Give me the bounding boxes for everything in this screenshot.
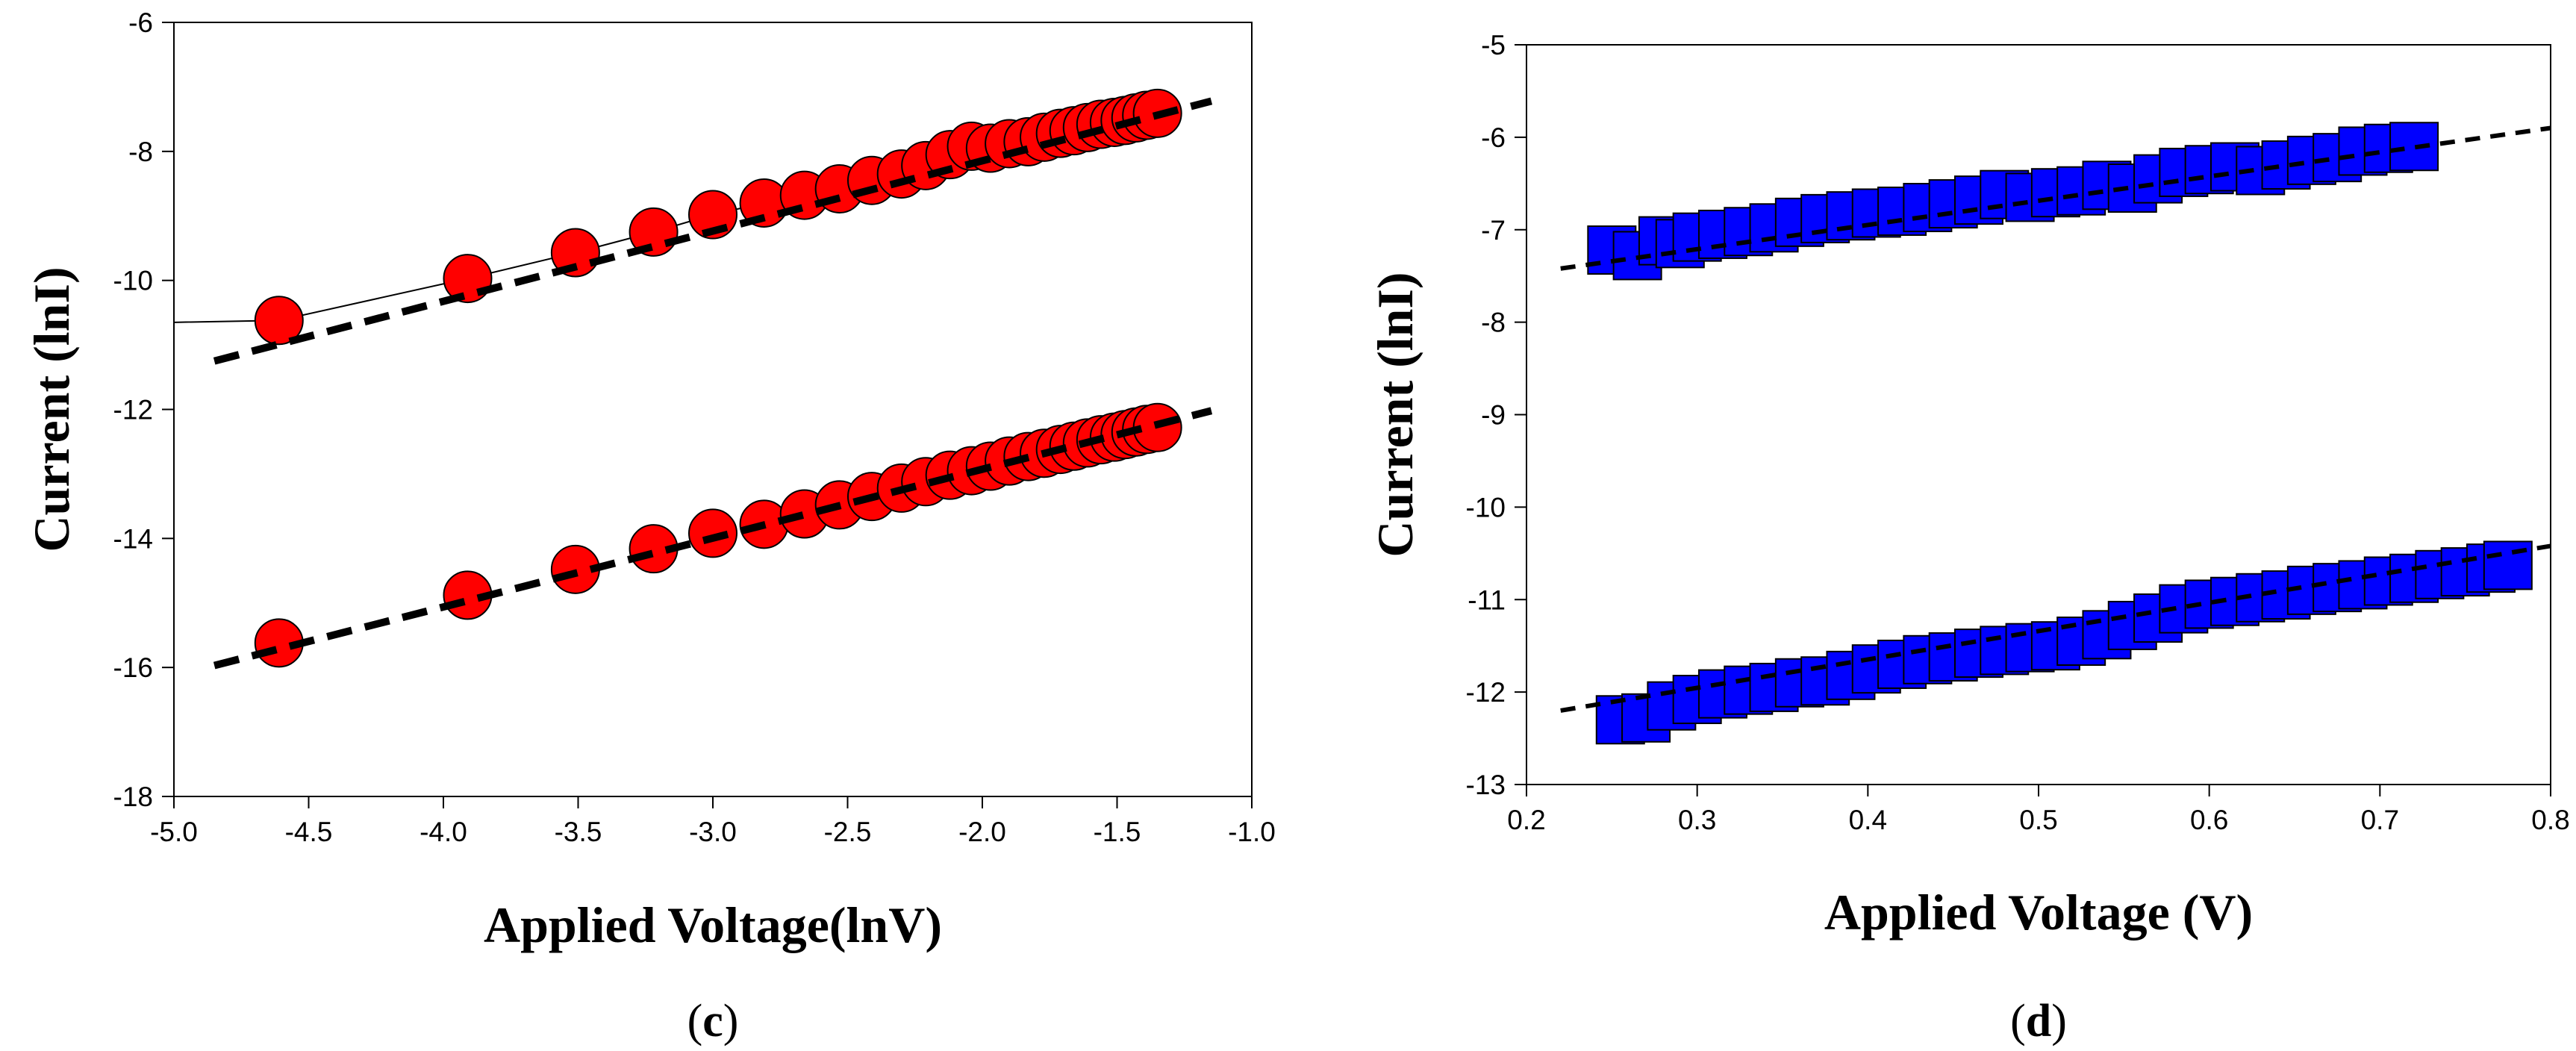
c-upper-data-point (550, 228, 600, 278)
c-y-tick-label: -16 (113, 652, 153, 683)
c-y-axis-title: Current (lnI) (23, 266, 80, 552)
c-x-tick-label: -1.0 (1228, 817, 1276, 847)
d-panel-label: (d) (2010, 996, 2067, 1047)
d-panel-letter: d (2026, 996, 2051, 1047)
panel-d: -13-12-11-10-9-8-7-6-5 0.2 0.3 0.4 0.5 0.6 0.… (1367, 30, 2570, 1047)
c-x-tick-label: -2.0 (958, 817, 1006, 847)
d-x-axis-title: Applied Voltage (V) (1824, 884, 2253, 941)
d-y-tick-label: -5 (1481, 30, 1506, 60)
d-x-tick-label: 0.7 (2361, 805, 2399, 835)
panel-c: -18 -16 -14 -12 -10 -8 -6 -5.0 -4.5 -4.0 -3.5 -3.0… (23, 7, 1276, 1047)
c-y-tick-label: -14 (113, 523, 153, 554)
c-y-tick-label: -6 (128, 7, 153, 38)
d-fit-lines (1560, 125, 2551, 713)
c-panel-open: ( (687, 996, 703, 1047)
c-x-axis: -5.0 -4.5 -4.0 -3.5 -3.0 -2.5 -2.0 -1.5 -1.0 (150, 796, 1276, 847)
c-x-axis-title: Applied Voltage(lnV) (484, 896, 942, 953)
c-y-tick-label: -10 (113, 266, 153, 296)
d-data-markers (1587, 122, 2533, 745)
c-y-tick-label: -18 (113, 782, 153, 812)
d-x-tick-label: 0.5 (2019, 805, 2057, 835)
d-y-tick-label: -13 (1466, 770, 1506, 800)
c-upper-fit-line (213, 97, 1213, 365)
d-x-tick-label: 0.6 (2190, 805, 2228, 835)
d-x-axis: 0.2 0.3 0.4 0.5 0.6 0.7 0.8 (1507, 785, 2570, 835)
c-lower-fit-line (213, 407, 1213, 670)
c-y-axis: -18 -16 -14 -12 -10 -8 -6 (113, 7, 174, 812)
d-x-tick-label: 0.3 (1678, 805, 1716, 835)
d-y-tick-label: -9 (1481, 400, 1506, 431)
d-y-tick-label: -10 (1466, 492, 1506, 523)
c-upper-data-point (443, 254, 493, 304)
d-panel-open: ( (2010, 996, 2026, 1047)
d-y-tick-label: -6 (1481, 122, 1506, 153)
c-x-tick-label: -2.5 (824, 817, 872, 847)
c-panel-label: (c) (687, 996, 739, 1047)
d-y-tick-label: -7 (1481, 215, 1506, 246)
d-x-tick-label: 0.8 (2531, 805, 2569, 835)
d-upper-fit-line (1560, 125, 2551, 271)
d-y-axis: -13 -12 -11 -10 -9 -8 -7 -6 -5 (1466, 30, 1526, 800)
d-y-tick-label: -12 (1466, 677, 1506, 708)
c-upper-data-point (254, 296, 304, 346)
c-y-tick-label: -12 (113, 395, 153, 425)
c-x-tick-label: -1.5 (1094, 817, 1141, 847)
d-y-tick-label: -11 (1468, 584, 1506, 615)
c-x-tick-label: -3.5 (555, 817, 602, 847)
c-y-tick-label: -8 (128, 137, 153, 167)
c-lower-data-point (688, 508, 737, 558)
c-x-tick-label: -4.0 (420, 817, 467, 847)
d-y-axis-title: Current (lnI) (1367, 272, 1423, 557)
c-panel-close: ) (723, 996, 739, 1047)
c-x-tick-label: -3.0 (689, 817, 737, 847)
c-panel-letter: c (702, 996, 723, 1047)
c-x-tick-label: -4.5 (285, 817, 333, 847)
c-x-tick-label: -5.0 (150, 817, 198, 847)
d-x-tick-label: 0.4 (1849, 805, 1887, 835)
c-data-markers (213, 88, 1213, 670)
d-x-tick-label: 0.2 (1507, 805, 1545, 835)
d-panel-close: ) (2051, 996, 2067, 1047)
d-y-tick-label: -8 (1481, 308, 1506, 338)
d-upper-data-point (2389, 122, 2439, 172)
